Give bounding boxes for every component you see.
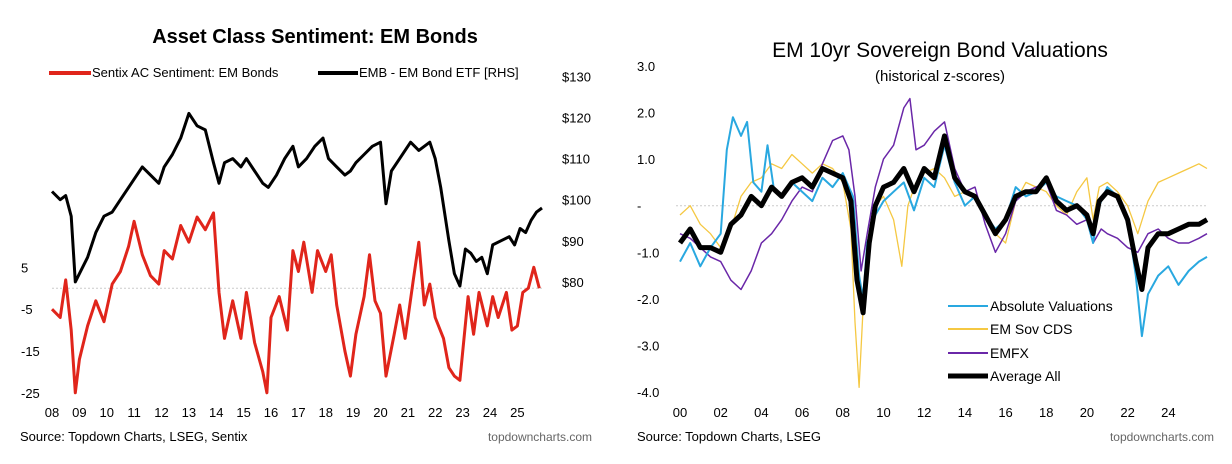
left-x-tick-label: 14 <box>209 405 223 420</box>
series-line-average-all <box>677 133 1209 316</box>
right-chart-x-tick-label: 18 <box>1039 405 1053 420</box>
right-chart: EM 10yr Sovereign Bond Valuations (histo… <box>637 39 1214 444</box>
right-y-tick-label: $110 <box>562 152 590 167</box>
left-y-tick-label: -5 <box>21 302 33 317</box>
right-chart-title: EM 10yr Sovereign Bond Valuations <box>772 39 1108 62</box>
left-x-tick-label: 24 <box>483 405 497 420</box>
right-chart-subtitle: (historical z-scores) <box>875 68 1005 85</box>
right-chart-y-tick-label: -2.0 <box>637 292 659 307</box>
legend-label-average: Average All <box>990 368 1061 384</box>
left-source-note: Source: Topdown Charts, LSEG, Sentix <box>20 429 248 444</box>
right-legend: Absolute Valuations EM Sov CDS EMFX Aver… <box>935 291 1113 389</box>
right-y-tick-label: $130 <box>562 69 591 84</box>
left-x-tick-label: 20 <box>373 405 387 420</box>
left-watermark: topdowncharts.com <box>488 430 592 444</box>
right-chart-x-tick-label: 16 <box>998 405 1012 420</box>
right-y-tick-label: $120 <box>562 111 591 126</box>
right-chart-x-tick-label: 22 <box>1120 405 1134 420</box>
legend-label-absolute: Absolute Valuations <box>990 298 1113 314</box>
series-line-emfx <box>679 97 1208 291</box>
left-chart: Asset Class Sentiment: EM Bonds Sentix A… <box>20 26 592 444</box>
left-x-tick-label: 25 <box>510 405 524 420</box>
right-chart-y-ticks: 3.0 2.0 1.0 - -1.0 -2.0 -3.0 -4.0 <box>637 59 659 400</box>
left-x-tick-label: 09 <box>72 405 86 420</box>
legend-background <box>935 291 1085 389</box>
legend-label-sentix: Sentix AC Sentiment: EM Bonds <box>92 65 279 80</box>
left-x-axis-ticks: 08 09 10 11 12 13 14 15 16 17 18 19 20 21 22 23 24 25 <box>45 405 525 420</box>
left-x-tick-label: 23 <box>455 405 469 420</box>
left-x-tick-label: 17 <box>291 405 305 420</box>
right-chart-x-tick-label: 08 <box>836 405 850 420</box>
left-axis-ticks: 5 -5 -15 -25 <box>21 260 40 400</box>
left-x-tick-label: 11 <box>127 405 141 420</box>
left-x-tick-label: 15 <box>236 405 250 420</box>
left-y-tick-label: 5 <box>21 260 28 275</box>
right-chart-x-tick-label: 24 <box>1161 405 1175 420</box>
right-chart-x-tick-label: 06 <box>795 405 809 420</box>
right-chart-y-tick-label: -4.0 <box>637 385 659 400</box>
left-chart-title: Asset Class Sentiment: EM Bonds <box>152 26 478 48</box>
right-chart-y-tick-label: - <box>637 199 641 214</box>
legend-label-emb: EMB - EM Bond ETF [RHS] <box>359 65 519 80</box>
right-axis-ticks: $130 $120 $110 $100 $90 $80 <box>562 69 591 289</box>
left-x-tick-label: 22 <box>428 405 442 420</box>
legend-label-cds: EM Sov CDS <box>990 321 1072 337</box>
left-x-tick-label: 08 <box>45 405 59 420</box>
right-y-tick-label: $100 <box>562 193 591 208</box>
right-chart-x-tick-label: 14 <box>958 405 972 420</box>
left-x-tick-label: 19 <box>346 405 360 420</box>
right-y-tick-label: $80 <box>562 275 584 290</box>
right-watermark: topdowncharts.com <box>1110 430 1214 444</box>
legend-label-emfx: EMFX <box>990 345 1030 361</box>
left-y-tick-label: -15 <box>21 344 40 359</box>
right-chart-y-tick-label: -3.0 <box>637 338 659 353</box>
right-chart-x-tick-label: 12 <box>917 405 931 420</box>
right-chart-x-tick-label: 20 <box>1080 405 1094 420</box>
right-chart-y-tick-label: 3.0 <box>637 59 655 74</box>
right-chart-y-tick-label: 2.0 <box>637 106 655 121</box>
left-x-tick-label: 10 <box>100 405 114 420</box>
right-chart-y-tick-label: 1.0 <box>637 152 655 167</box>
right-chart-x-tick-label: 10 <box>876 405 890 420</box>
left-x-tick-label: 21 <box>401 405 415 420</box>
series-line-emb <box>50 111 543 288</box>
left-x-tick-label: 12 <box>154 405 168 420</box>
right-chart-x-ticks: 00 02 04 06 08 10 12 14 16 18 20 22 24 <box>673 405 1176 420</box>
left-y-tick-label: -25 <box>21 386 40 401</box>
series-line-sentix <box>50 211 541 395</box>
right-chart-y-tick-label: -1.0 <box>637 245 659 260</box>
left-x-tick-label: 13 <box>182 405 196 420</box>
right-chart-x-tick-label: 02 <box>713 405 727 420</box>
right-source-note: Source: Topdown Charts, LSEG <box>637 429 821 444</box>
right-chart-x-tick-label: 04 <box>754 405 768 420</box>
left-x-tick-label: 16 <box>264 405 278 420</box>
right-chart-x-tick-label: 00 <box>673 405 687 420</box>
left-x-tick-label: 18 <box>319 405 333 420</box>
right-y-tick-label: $90 <box>562 234 584 249</box>
